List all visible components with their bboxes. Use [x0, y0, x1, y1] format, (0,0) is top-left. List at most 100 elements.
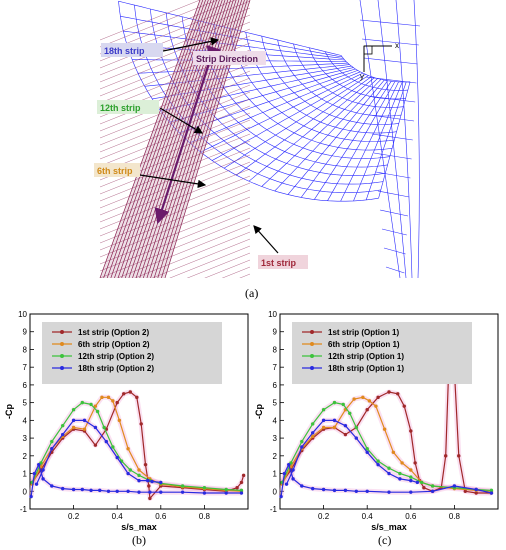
data-point — [50, 484, 54, 488]
data-point — [343, 432, 348, 437]
y-tick-label: 0 — [23, 487, 28, 496]
data-point — [300, 439, 304, 444]
label-arrow-18th — [162, 37, 220, 52]
data-point — [128, 468, 132, 472]
label-18th-strip: 18th strip — [104, 46, 145, 56]
mesh-line — [365, 76, 417, 84]
data-point — [150, 479, 154, 484]
strip-line — [99, 196, 251, 258]
x-tick-label: 0.4 — [112, 512, 124, 521]
data-point — [400, 461, 404, 465]
data-point — [239, 491, 244, 495]
data-point — [95, 409, 100, 414]
data-point — [126, 447, 130, 451]
data-point — [41, 468, 45, 472]
caption-c: (c) — [378, 533, 391, 547]
chart-b: -1 0 1 2 3 4 5 6 7 8 9 10 0.2 0.4 0.6 0.8 s/s_max -Cp 1st … — [4, 310, 249, 532]
label-arrow-1st — [253, 225, 279, 254]
data-point — [457, 454, 461, 458]
data-point — [235, 486, 239, 490]
legend-marker — [60, 342, 64, 346]
data-point — [415, 480, 420, 485]
mesh-line — [229, 28, 395, 142]
data-point — [311, 422, 315, 426]
data-point — [365, 447, 369, 451]
data-point — [284, 482, 289, 486]
data-point — [311, 434, 315, 439]
data-point — [376, 395, 380, 400]
data-point — [61, 423, 65, 428]
data-point — [71, 487, 76, 492]
data-point — [115, 489, 119, 493]
legend-marker — [310, 366, 314, 370]
data-point — [61, 432, 65, 437]
mesh-line — [341, 55, 411, 83]
data-point — [365, 489, 369, 493]
data-point — [100, 395, 104, 400]
data-point — [321, 425, 326, 430]
data-point — [387, 490, 391, 494]
legend-marker — [310, 354, 314, 358]
data-point — [111, 445, 115, 449]
x-tick-label: 0.2 — [68, 512, 80, 521]
data-point — [180, 484, 185, 488]
data-point — [239, 480, 244, 485]
legend-marker — [60, 366, 64, 370]
mesh-line — [309, 47, 406, 100]
data-point — [71, 408, 76, 412]
mesh-line — [325, 51, 408, 91]
mesh-line — [385, 266, 405, 274]
strip-line — [221, 266, 251, 278]
strip-line — [134, 231, 251, 278]
data-point — [93, 425, 98, 430]
data-point — [137, 490, 141, 494]
data-point — [41, 477, 45, 481]
strip-line — [99, 210, 251, 272]
data-point — [126, 489, 130, 493]
mesh-line — [375, 171, 411, 179]
data-point — [352, 397, 356, 401]
mesh-line — [213, 24, 393, 151]
x-axis-label: s/s_max — [371, 522, 407, 532]
legend-marker — [310, 342, 314, 346]
strip-line — [204, 259, 251, 278]
data-point — [82, 418, 87, 423]
data-point — [80, 400, 85, 405]
data-point — [148, 496, 152, 501]
data-point — [50, 447, 54, 451]
y-axis-label: -Cp — [4, 404, 14, 419]
data-point — [147, 484, 151, 488]
y-tick-label: -1 — [20, 505, 28, 514]
data-point — [354, 489, 358, 493]
legend-entry: 6th strip (Option 2) — [78, 340, 150, 349]
caption-b: (b) — [132, 533, 146, 547]
y-tick-label: 2 — [23, 452, 28, 461]
y-axis-label: -Cp — [254, 404, 264, 419]
data-point — [202, 486, 207, 490]
data-point — [332, 488, 337, 493]
mesh-line — [377, 190, 410, 198]
data-point — [148, 490, 152, 494]
mesh-overlay: 18th strip Strip Direction 12th strip 6t… — [94, 37, 399, 300]
data-point — [202, 491, 207, 495]
data-point — [137, 478, 141, 483]
data-point — [115, 400, 119, 405]
data-point — [135, 395, 139, 400]
data-point — [80, 487, 85, 492]
data-point — [398, 477, 402, 481]
data-point — [300, 484, 304, 488]
data-point — [89, 488, 93, 493]
x-tick-label: 0.8 — [199, 512, 211, 521]
data-point — [374, 404, 378, 408]
y-tick-label: 10 — [18, 310, 27, 319]
y-tick-label: 1 — [23, 470, 28, 479]
data-point — [300, 445, 304, 449]
x-axis-label: s/s_max — [121, 522, 157, 532]
y-tick-label: 4 — [273, 416, 278, 425]
legend-marker — [310, 330, 314, 334]
legend-entry: 12th strip (Option 2) — [78, 352, 154, 361]
y-tick-label: 10 — [268, 310, 277, 319]
data-point — [102, 425, 106, 430]
data-point — [106, 395, 111, 400]
